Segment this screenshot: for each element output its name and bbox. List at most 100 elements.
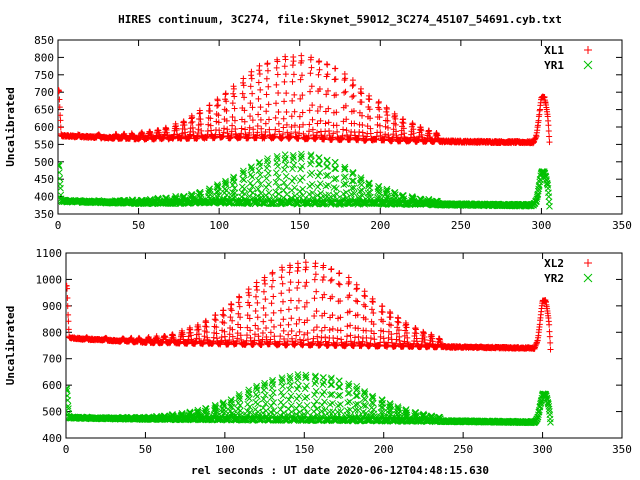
point-xl2 [346,308,353,315]
point-xl2 [295,297,302,304]
point-yr1 [283,191,291,198]
point-xl1 [280,115,287,122]
point-yr1 [298,153,305,160]
point-yr1 [240,169,248,177]
point-yr1 [314,191,321,199]
point-xl2 [260,304,267,311]
point-xl2 [346,278,353,285]
point-xl1 [255,79,262,86]
point-yr1 [206,185,214,193]
point-yr2 [295,382,302,390]
point-yr1 [272,178,280,186]
point-xl2 [387,322,394,329]
point-xl2 [353,297,360,304]
point-xl2 [229,326,236,333]
point-xl2 [346,292,353,299]
point-xl1 [317,103,324,110]
x-tick-label: 300 [533,443,553,456]
point-xl2 [285,331,292,338]
point-yr2 [66,385,71,393]
point-xl1 [339,132,346,139]
point-xl1 [58,96,63,103]
point-xl1 [215,102,222,109]
point-xl2 [267,336,274,343]
point-xl2 [361,288,368,295]
point-xl2 [279,266,286,273]
point-xl1 [228,128,235,135]
point-xl1 [281,63,288,70]
point-xl1 [366,106,373,113]
point-yr1 [391,189,399,196]
point-xl1 [289,97,296,104]
point-yr1 [308,169,316,177]
point-xl2 [313,324,320,331]
point-xl1 [231,117,238,124]
point-xl1 [272,114,279,121]
point-xl2 [246,302,253,309]
point-xl1 [249,117,256,124]
point-xl1 [263,91,270,98]
y-tick-label: 350 [34,208,54,221]
point-yr2 [286,372,294,380]
y-tick-label: 450 [34,173,54,186]
point-xl1 [296,123,303,130]
x-tick-label: 300 [531,219,551,232]
point-xl2 [318,334,325,341]
point-xl1 [341,77,348,84]
point-xl2 [547,346,554,353]
point-xl2 [351,339,358,346]
point-xl2 [234,335,241,342]
point-xl1 [265,116,272,123]
point-xl2 [201,333,208,340]
point-xl2 [245,299,252,306]
point-xl1 [317,117,324,124]
point-yr1 [280,179,288,186]
point-xl1 [314,107,321,114]
point-xl1 [291,122,298,129]
point-xl2 [370,321,377,328]
x-tick-label: 50 [139,443,152,456]
point-yr1 [342,189,350,196]
point-xl2 [260,318,267,325]
point-yr1 [315,154,323,161]
legend-label: YR1 [544,59,564,72]
point-xl1 [366,96,373,103]
point-xl1 [214,102,221,109]
point-xl2 [329,293,336,300]
point-xl1 [262,129,269,136]
x-tick-label: 50 [132,219,145,232]
point-yr1 [249,189,257,196]
point-yr1 [358,187,366,194]
point-yr2 [251,413,258,421]
point-yr1 [247,179,254,187]
point-xl1 [324,61,331,68]
point-xl1 [322,120,329,127]
x-tick-label: 250 [451,219,471,232]
point-yr1 [307,151,315,159]
point-yr1 [273,169,280,177]
point-xl2 [380,328,387,335]
point-yr2 [279,392,287,400]
point-xl1 [262,120,269,127]
point-yr1 [364,189,372,197]
point-xl2 [277,307,284,314]
point-yr1 [297,150,305,158]
point-xl2 [293,320,300,327]
point-yr1 [324,171,332,179]
point-xl1 [324,87,331,94]
point-xl1 [257,86,264,93]
point-xl2 [347,322,354,329]
point-xl2 [311,276,318,283]
point-yr2 [267,402,275,410]
point-xl1 [249,90,256,97]
point-xl2 [546,321,553,328]
point-xl1 [280,130,287,137]
point-xl2 [303,279,310,286]
point-yr2 [66,387,71,395]
point-xl2 [278,290,285,297]
point-xl2 [354,285,361,292]
point-xl2 [259,336,266,343]
point-xl2 [262,311,269,318]
point-yr2 [269,389,277,397]
point-xl1 [231,105,238,112]
